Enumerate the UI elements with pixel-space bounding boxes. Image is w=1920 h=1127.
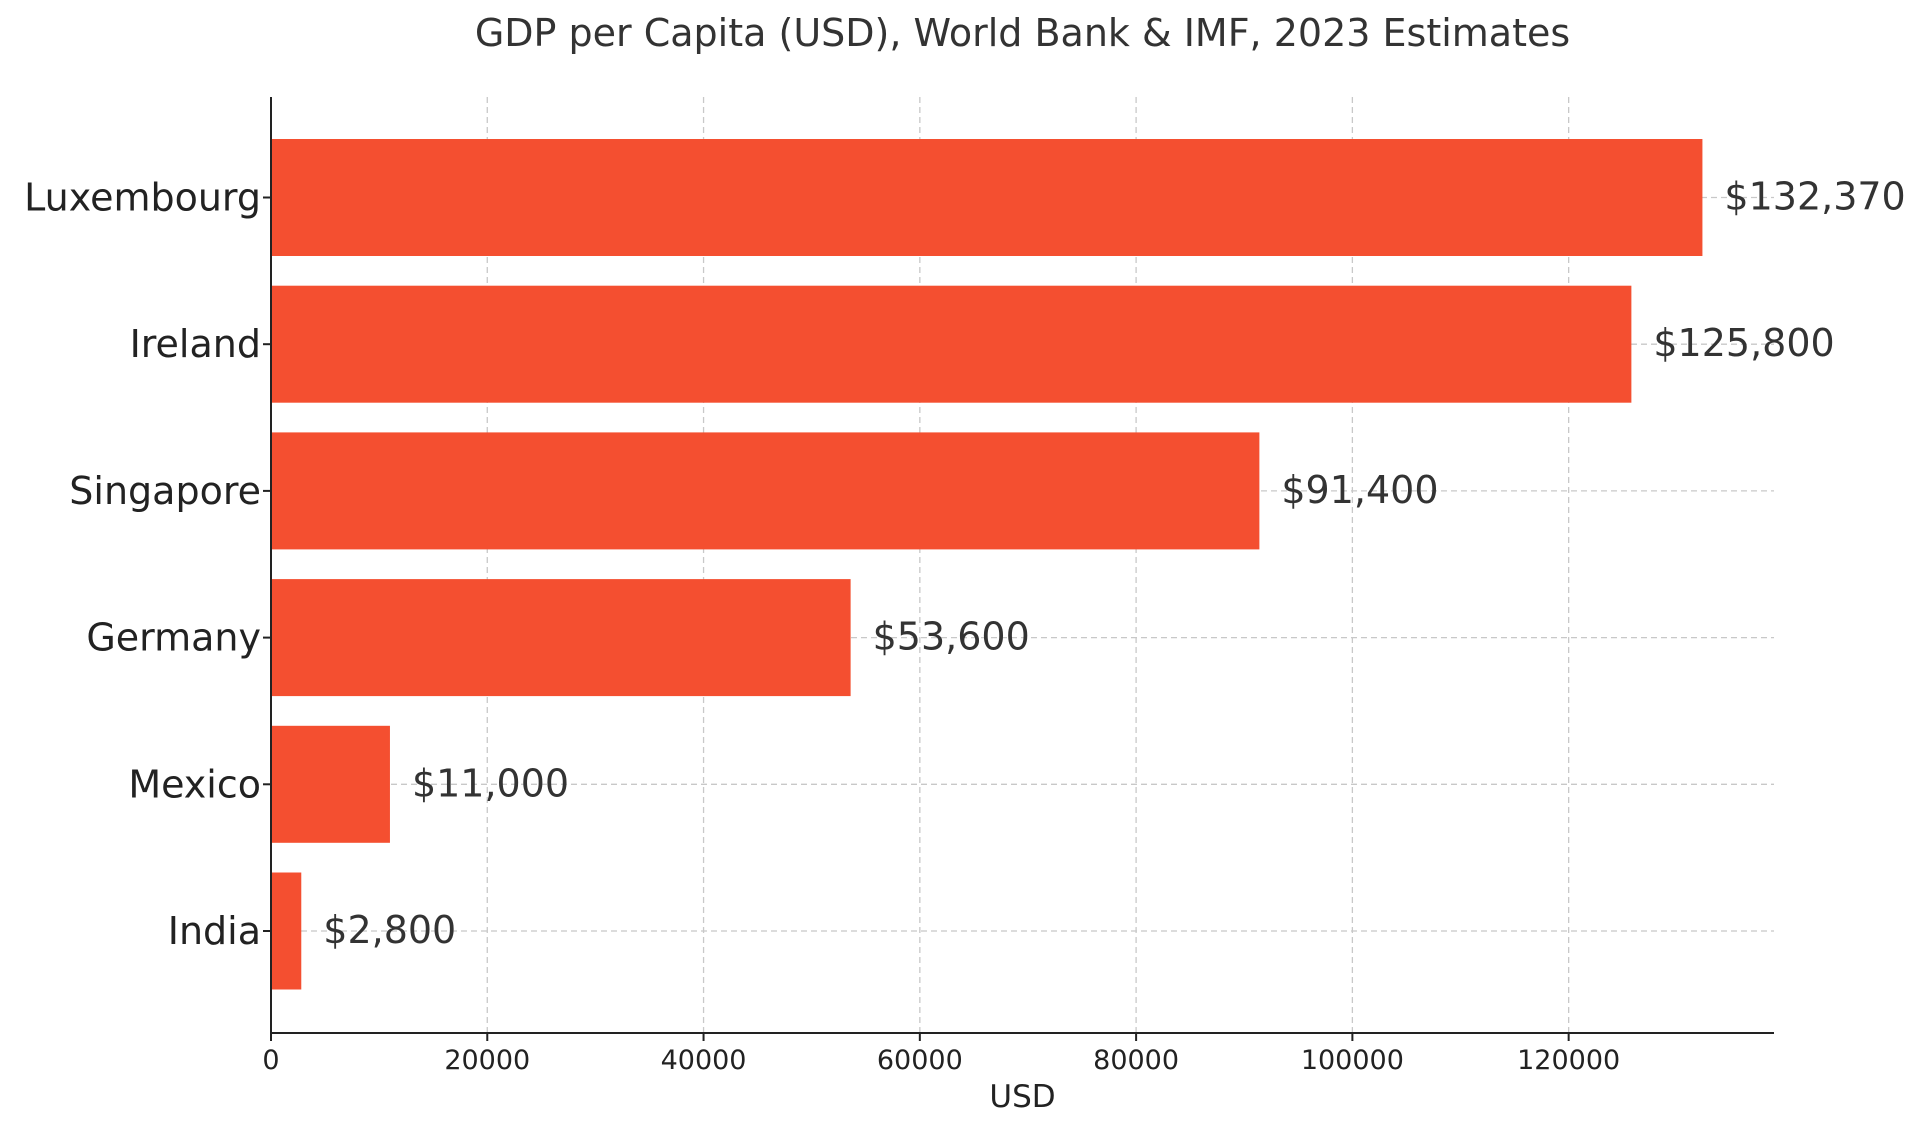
x-tick-label: 120000	[1517, 1045, 1620, 1076]
x-tick-label: 60000	[877, 1045, 963, 1076]
x-tick-label: 40000	[661, 1045, 747, 1076]
bar-luxembourg	[271, 139, 1703, 256]
category-label: Ireland	[130, 322, 261, 366]
category-label: India	[168, 909, 261, 953]
axes	[270, 97, 1774, 1034]
bar-germany	[271, 579, 851, 697]
bar-india	[271, 872, 302, 990]
value-label: $132,370	[1724, 175, 1905, 219]
bar-singapore	[271, 432, 1260, 550]
value-label: $53,600	[873, 615, 1030, 659]
bar-mexico	[271, 725, 390, 843]
x-axis-title: USD	[989, 1079, 1055, 1115]
category-label: Mexico	[128, 762, 261, 806]
value-label: $2,800	[323, 908, 456, 952]
category-label: Germany	[86, 616, 261, 660]
x-tick-label: 80000	[1093, 1045, 1179, 1076]
x-tick-label: 20000	[444, 1045, 530, 1076]
category-label: Singapore	[69, 469, 261, 513]
bars	[271, 139, 1703, 990]
bar-ireland	[271, 285, 1632, 403]
x-tick-label: 0	[262, 1045, 279, 1076]
value-label: $125,800	[1653, 321, 1834, 365]
value-label: $91,400	[1281, 468, 1438, 512]
value-label: $11,000	[412, 761, 569, 805]
category-label: Luxembourg	[24, 176, 261, 220]
value-labels: $132,370 $125,800 $91,400 $53,600 $11,000 $2,…	[323, 175, 1905, 953]
y-axis-ticks: Luxembourg Ireland Singapore Germany Mexico I…	[24, 176, 271, 953]
x-tick-label: 100000	[1301, 1045, 1404, 1076]
x-axis-ticks: 0 20000 40000 60000 80000 100000 120000	[262, 1033, 1620, 1076]
chart-title: GDP per Capita (USD), World Bank & IMF, …	[475, 11, 1570, 55]
